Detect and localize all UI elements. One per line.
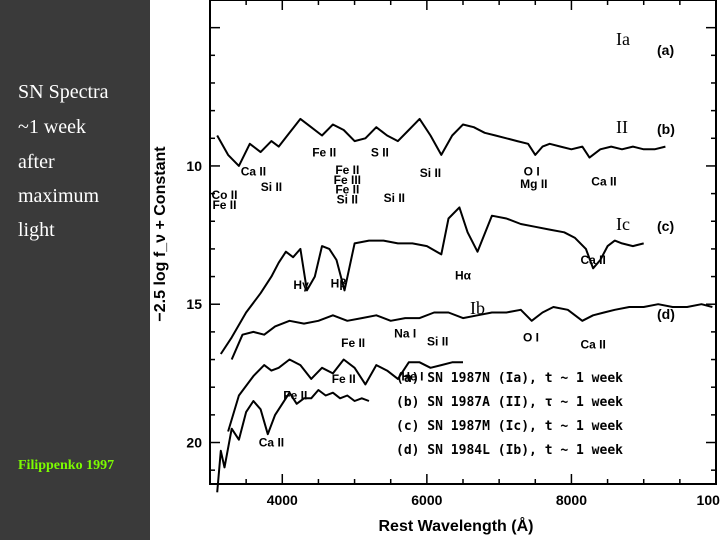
- overlay-label-ib: Ib: [470, 298, 485, 318]
- line-id-label: Fe II: [332, 372, 356, 386]
- x-tick-label: 6000: [411, 492, 442, 508]
- line-id-label: Si II: [420, 166, 441, 180]
- spectrum-line-2: [230, 303, 713, 360]
- slide-title-line-3: after: [18, 151, 55, 173]
- line-id-label: Co II: [211, 188, 237, 202]
- slide-title-line-2: ~1 week: [18, 116, 87, 138]
- spectrum-line-4: [216, 389, 370, 493]
- line-id-label: Ca II: [591, 174, 616, 188]
- overlay-label-ia: Ia: [616, 29, 630, 49]
- line-id-label: Fe II: [335, 163, 359, 177]
- legend-entry: (a) SN 1987N (Ia), t ~ 1 week: [396, 371, 623, 386]
- line-id-label: Hγ: [293, 278, 309, 292]
- y-tick-label: 10: [186, 158, 202, 174]
- line-id-label: S II: [371, 145, 389, 159]
- spectrum-line-1: [219, 206, 644, 355]
- legend-entry: (c) SN 1987M (Ic), t ~ 1 week: [396, 419, 623, 434]
- series-layer: [216, 117, 713, 493]
- line-id-label: O I: [523, 331, 539, 345]
- tick-layer: 4000 6000 8000 10000 10 15 20: [186, 0, 720, 508]
- line-id-label: Si II: [384, 191, 405, 205]
- line-id-label: He I: [401, 369, 423, 383]
- line-id-label: Fe II: [341, 336, 365, 350]
- credit-label: Filippenko 1997: [18, 458, 115, 473]
- slide-title-line-4: maximum: [18, 185, 100, 207]
- line-id-label: Fe II: [283, 389, 307, 403]
- series-tag-d: (d): [657, 306, 675, 322]
- plot-frame: [209, 0, 717, 485]
- legend-entry: (d) SN 1984L (Ib), t ~ 1 week: [396, 443, 623, 458]
- line-id-label: Na I: [394, 326, 416, 340]
- legend-layer: (a) SN 1987N (Ia), t ~ 1 week (b) SN 1987…: [396, 371, 623, 458]
- line-id-label: Fe II: [312, 145, 336, 159]
- line-id-label: Fe II: [335, 183, 359, 197]
- line-id-label: Si II: [261, 180, 282, 194]
- y-tick-label: 20: [186, 435, 202, 451]
- line-id-label: Fe III: [334, 173, 361, 187]
- line-id-label: Ca II: [580, 337, 605, 351]
- spectra-chart: 4000 6000 8000 10000 10 15 20 Fe II S II Ca II Fe…: [152, 0, 720, 535]
- series-tag-b: (b): [657, 121, 675, 137]
- line-id-label: Fe II: [212, 198, 236, 212]
- left-title-panel: SN Spectra ~1 week after maximum light F…: [0, 0, 150, 540]
- slide-title-line-5: light: [18, 219, 55, 241]
- x-axis-title: Rest Wavelength (Å): [379, 516, 534, 535]
- line-id-label: O I: [524, 165, 540, 179]
- line-id-label: Ca II: [580, 253, 605, 267]
- overlay-label-ii: II: [616, 117, 628, 137]
- x-tick-label: 10000: [697, 492, 720, 508]
- slide-title-line-1: SN Spectra: [18, 81, 109, 103]
- line-id-label: Si II: [337, 192, 358, 206]
- line-id-label: Ca II: [241, 165, 266, 179]
- spectrum-line-3: [227, 358, 463, 432]
- x-tick-label: 4000: [267, 492, 298, 508]
- overlay-label-ic: Ic: [616, 214, 630, 234]
- y-axis-title: −2.5 log f_ν + Constant: [152, 146, 169, 322]
- series-tag-a: (a): [657, 42, 674, 58]
- line-id-label: Mg II: [520, 177, 547, 191]
- line-id-label: Hα: [455, 268, 472, 282]
- legend-entry: (b) SN 1987A (II), τ ~ 1 week: [396, 395, 623, 410]
- line-id-label: Ca II: [259, 436, 284, 450]
- line-id-label: Si II: [427, 335, 448, 349]
- spectrum-line-0: [216, 117, 666, 167]
- y-tick-label: 15: [186, 296, 202, 312]
- line-id-label: Hβ: [331, 277, 347, 291]
- series-tag-c: (c): [657, 218, 674, 234]
- x-tick-label: 8000: [556, 492, 587, 508]
